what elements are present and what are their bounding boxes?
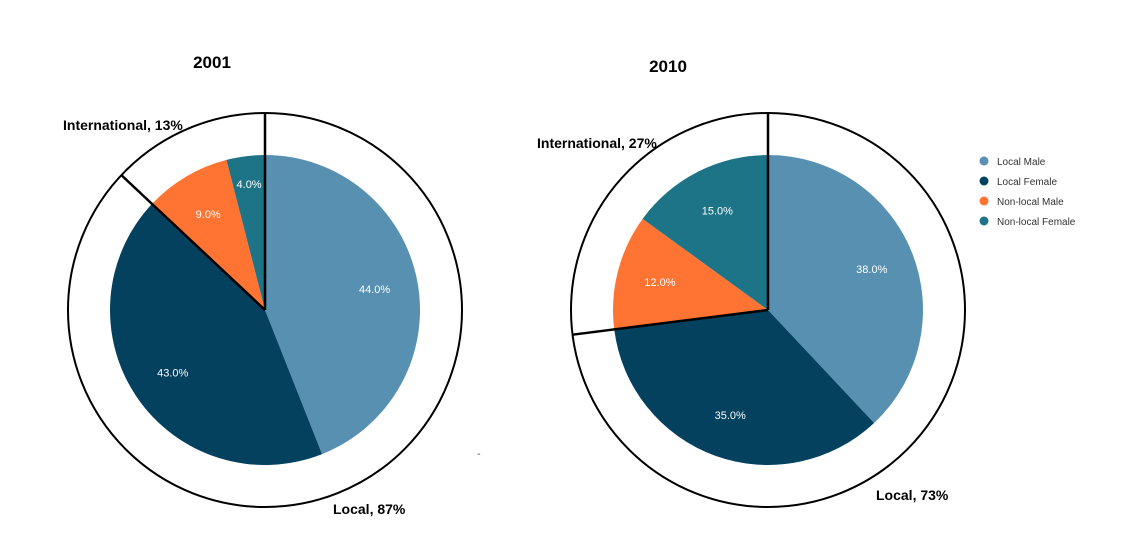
chart-title-2010: 2010 (649, 57, 687, 76)
group-divider-line (120, 174, 266, 311)
legend-item-non-local-female: Non-local Female (979, 216, 1076, 228)
legend-swatch-local-male (979, 156, 989, 166)
slice-label-local-male: 38.0% (856, 264, 887, 276)
legend-label-non-local-female: Non-local Female (997, 217, 1076, 228)
slice-label-non-local-female: 4.0% (237, 179, 262, 191)
pie-slice-local-male (768, 155, 923, 423)
pie-chart-2001: 2001 44.0% 43.0% 9.0% 4.0% International, 1… (63, 53, 463, 517)
pie-slice-non-local-female (226, 155, 265, 310)
legend: Local Male Local Female Non-local Male N… (979, 156, 1076, 228)
slice-label-local-female: 43.0% (157, 368, 188, 380)
slice-label-non-local-male: 9.0% (196, 209, 221, 221)
pie-slice-local-male (265, 155, 420, 455)
legend-label-non-local-male: Non-local Male (997, 197, 1064, 208)
slice-label-non-local-female: 15.0% (702, 206, 733, 218)
legend-swatch-local-female (979, 176, 989, 186)
group-label-local-2001: Local, 87% (333, 501, 406, 517)
group-label-international-2001: International, 13% (63, 117, 183, 133)
pie-slice-local-female (110, 203, 323, 465)
slice-label-non-local-male: 12.0% (644, 277, 675, 289)
slice-label-local-male: 44.0% (359, 284, 390, 296)
pie-chart-2010: 2010 38.0% 35.0% 12.0% 15.0% International,… (537, 57, 966, 508)
pie-slice-local-female (614, 310, 875, 466)
stray-mark: - (477, 448, 481, 460)
pie-slice-labels-2001: 44.0% 43.0% 9.0% 4.0% (157, 179, 390, 380)
outer-ring-dividers-2001 (120, 113, 267, 311)
pie-slice-non-local-female (642, 155, 768, 310)
pie-slice-non-local-male (152, 159, 265, 310)
legend-label-local-female: Local Female (997, 177, 1057, 188)
group-label-international-2010: International, 27% (537, 135, 657, 151)
pie-slice-labels-2010: 38.0% 35.0% 12.0% 15.0% (644, 206, 887, 422)
group-divider-line (572, 308, 769, 336)
pie-slice-non-local-male (613, 218, 768, 330)
group-label-local-2010: Local, 73% (876, 487, 949, 503)
pie-slices-2010 (613, 155, 923, 466)
slice-label-local-female: 35.0% (715, 410, 746, 422)
legend-label-local-male: Local Male (997, 157, 1046, 168)
legend-item-local-female: Local Female (979, 176, 1057, 188)
legend-item-non-local-male: Non-local Male (979, 196, 1064, 208)
legend-swatch-non-local-male (979, 196, 989, 206)
legend-item-local-male: Local Male (979, 156, 1046, 168)
chart-title-2001: 2001 (193, 53, 231, 72)
pie-slices-2001 (110, 155, 420, 465)
legend-swatch-non-local-female (979, 216, 989, 226)
outer-ring-dividers-2010 (572, 113, 770, 336)
